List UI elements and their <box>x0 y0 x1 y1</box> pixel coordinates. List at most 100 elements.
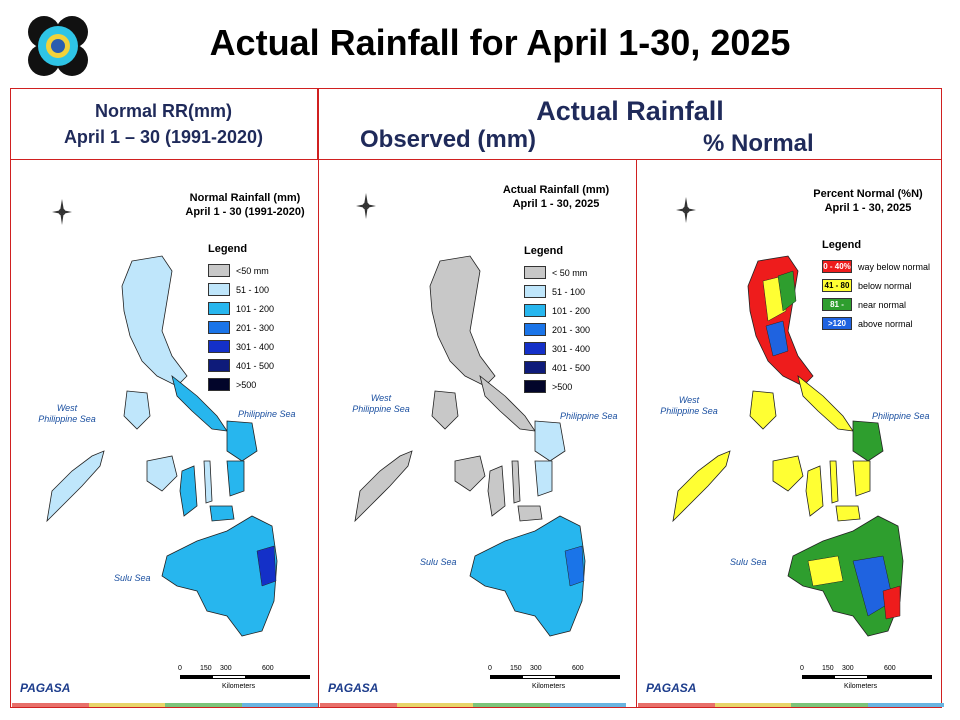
percent-normal-map <box>672 255 904 637</box>
legend-item: >500 <box>524 377 590 396</box>
pagasa-logo: PAGASA <box>20 681 71 695</box>
legend-label: <50 mm <box>236 265 269 276</box>
footer-color-strip <box>12 703 318 707</box>
island-leyte <box>534 460 553 497</box>
island-cebu <box>203 460 213 504</box>
legend: Legend 0 - 40% way below normal 41 - 80 bel… <box>822 239 930 333</box>
normal-header-line2: April 1 – 30 (1991-2020) <box>63 127 264 147</box>
legend-item: 401 - 500 <box>208 356 274 375</box>
island-panay <box>772 455 804 492</box>
scale-unit: Kilometers <box>532 683 566 690</box>
legend-item: 101 - 200 <box>208 299 274 318</box>
sea-label-south: Sulu Sea <box>114 573 151 583</box>
observed-header: Observed (mm) <box>360 126 537 153</box>
header-divider <box>318 88 319 160</box>
legend-swatch <box>524 266 546 279</box>
legend-item: 301 - 400 <box>524 339 590 358</box>
panel-divider <box>636 160 637 708</box>
footer-color-strip <box>320 703 626 707</box>
legend-item: >500 <box>208 375 274 394</box>
map-title-line1: Percent Normal (%N) <box>813 188 923 200</box>
legend-label: way below normal <box>858 261 931 272</box>
sea-label-south: Sulu Sea <box>730 557 767 567</box>
legend-label: 51 - 100 <box>236 284 270 295</box>
island-palawan <box>672 450 731 523</box>
scale-tick: 600 <box>884 665 896 672</box>
legend-swatch: 81 - 120 <box>822 298 852 320</box>
island-negros <box>487 465 506 517</box>
normal-rainfall-map-panel: Normal Rainfall (mm) April 1 - 30 (1991-… <box>12 161 318 707</box>
legend-swatch <box>208 340 230 353</box>
sea-label-west: West Philippine Sea <box>346 393 416 415</box>
legend-label: 201 - 300 <box>552 324 591 335</box>
percent-normal-region <box>777 270 797 312</box>
legend-swatch <box>524 285 546 298</box>
legend-item: 51 - 100 <box>524 282 590 301</box>
island-luzon <box>121 255 188 387</box>
legend-title: Legend <box>208 243 248 255</box>
map-title-line1: Normal Rainfall (mm) <box>189 192 301 204</box>
scale-bar-graphic <box>180 675 310 679</box>
legend-swatch: 41 - 80 <box>822 279 852 292</box>
map-title-line2: April 1 - 30, 2025 <box>512 198 600 210</box>
legend-title: Legend <box>524 245 564 257</box>
legend-label: 301 - 400 <box>552 343 591 354</box>
legend-item: >120 above normal <box>822 314 930 333</box>
legend: Legend < 50 mm 51 - 100 101 - 200 201 - 300… <box>524 245 590 396</box>
legend-title: Legend <box>822 239 862 251</box>
legend-label: above normal <box>858 318 913 329</box>
island-negros <box>805 465 824 517</box>
scale-tick: 600 <box>262 665 274 672</box>
island-samar <box>852 420 884 462</box>
sea-label-east: Philippine Sea <box>872 411 930 421</box>
sea-label-south: Sulu Sea <box>420 557 457 567</box>
sea-label-west-line2: Philippine Sea <box>38 414 96 424</box>
island-mindanao <box>161 515 278 637</box>
legend-label: 401 - 500 <box>236 360 275 371</box>
island-leyte <box>852 460 871 497</box>
scale-unit: Kilometers <box>222 683 256 690</box>
island-panay <box>454 455 486 492</box>
legend-label: below normal <box>858 280 912 291</box>
legend-item: 0 - 40% way below normal <box>822 257 930 276</box>
island-palawan <box>354 450 413 523</box>
island-panay <box>146 455 178 492</box>
map-title-line1: Actual Rainfall (mm) <box>502 184 610 196</box>
legend-label: 201 - 300 <box>236 322 275 333</box>
legend-swatch <box>524 323 546 336</box>
percent-normal-region <box>882 585 901 620</box>
sea-label-west: West Philippine Sea <box>654 395 724 417</box>
legend-swatch <box>524 380 546 393</box>
normal-rainfall-map <box>46 255 278 637</box>
legend-item: 51 - 100 <box>208 280 274 299</box>
actual-header-title: Actual Rainfall <box>536 96 724 126</box>
island-mindanao <box>469 515 586 637</box>
normal-header-line1: Normal RR(mm) <box>94 101 232 121</box>
rainfall-region-high <box>564 545 585 587</box>
percent-normal-header: % Normal <box>703 130 814 157</box>
actual-rainfall-map <box>354 255 586 637</box>
island-mindoro <box>749 390 777 430</box>
scale-tick: 0 <box>800 665 804 672</box>
percent-normal-region <box>765 320 789 357</box>
legend-label: < 50 mm <box>552 267 588 278</box>
percent-normal-region <box>807 555 844 587</box>
sea-label-west-line2: Philippine Sea <box>660 406 718 416</box>
legend-swatch <box>208 283 230 296</box>
island-bohol <box>835 505 861 522</box>
legend-swatch <box>208 359 230 372</box>
sea-label-east: Philippine Sea <box>560 411 618 421</box>
legend-item: 201 - 300 <box>208 318 274 337</box>
legend-item: 401 - 500 <box>524 358 590 377</box>
scale-bar-graphic <box>802 675 932 679</box>
island-bicol <box>171 374 228 432</box>
legend-label: 51 - 100 <box>552 286 586 297</box>
island-luzon <box>429 255 496 387</box>
sea-label-west-line1: West <box>56 403 78 413</box>
legend-label: 101 - 200 <box>236 303 275 314</box>
island-cebu <box>511 460 521 504</box>
legend-label: >500 <box>552 381 573 392</box>
scale-tick: 600 <box>572 665 584 672</box>
pagasa-logo: PAGASA <box>646 681 697 695</box>
legend-item: 301 - 400 <box>208 337 274 356</box>
